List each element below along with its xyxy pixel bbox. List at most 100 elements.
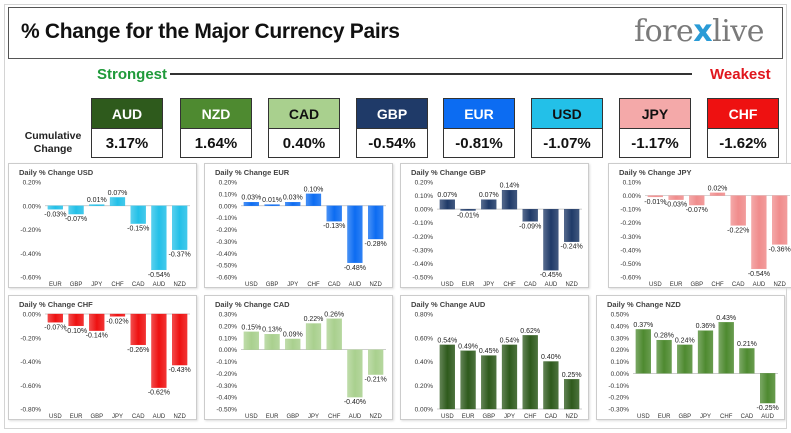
chart-panel-3: Daily % Change JPY 0.10% 0.00% -0.10% -0.20%… xyxy=(608,163,791,288)
y-tick-label: 0.20% xyxy=(415,180,434,187)
cumulative-value: -1.17% xyxy=(631,134,679,152)
cumulative-value: -1.07% xyxy=(543,134,591,152)
y-tick-label: 0.40% xyxy=(611,323,630,330)
x-tick-label: USD xyxy=(441,414,454,420)
bar-chf xyxy=(109,197,126,206)
x-tick-label: GBP xyxy=(266,282,279,288)
x-tick-label: AUD xyxy=(349,414,362,420)
y-tick-label: -0.60% xyxy=(620,275,641,282)
y-tick-label: 0.20% xyxy=(415,383,434,390)
cumulative-currency-label: GBP xyxy=(357,99,427,129)
chart-panel-4: Daily % Change CHF 0.00% -0.20% -0.40% -0.60… xyxy=(8,295,197,420)
bar-usd xyxy=(647,195,663,198)
cumulative-box-cad: CAD 0.40% xyxy=(268,98,340,158)
bar-cad xyxy=(522,208,538,222)
chart-panel-1: Daily % Change EUR 0.20% 0.10% 0.00% -0.10% -… xyxy=(204,163,393,288)
y-tick-label: -0.40% xyxy=(216,251,237,258)
x-tick-label: USD xyxy=(245,282,258,288)
chart-title: Daily % Change CHF xyxy=(19,300,93,309)
data-label: 0.24% xyxy=(675,337,695,344)
chart-title: Daily % Change USD xyxy=(19,168,94,177)
x-tick-label: CHF xyxy=(711,282,724,288)
data-label: 0.01% xyxy=(87,197,107,204)
cumulative-value: 0.40% xyxy=(282,134,326,152)
bar-chf xyxy=(709,192,726,196)
data-label: -0.22% xyxy=(727,227,749,234)
data-label: 0.07% xyxy=(108,190,128,197)
bar-aud xyxy=(151,313,167,388)
data-label: 0.40% xyxy=(541,354,561,361)
bar-aud xyxy=(347,349,363,398)
y-tick-label: -0.20% xyxy=(620,220,641,227)
chart-title: Daily % Change CAD xyxy=(215,300,290,309)
bar-nzd xyxy=(368,349,384,375)
y-tick-label: -0.30% xyxy=(608,407,629,414)
chart-panel-0: Daily % Change USD 0.20% 0.00% -0.20% -0.40%… xyxy=(8,163,197,288)
x-tick-label: NZD xyxy=(369,282,382,288)
y-tick-label: -0.50% xyxy=(412,275,433,282)
data-label: -0.54% xyxy=(148,272,170,279)
chart-title: Daily % Change EUR xyxy=(215,168,290,177)
y-tick-label: -0.20% xyxy=(412,234,433,241)
bar-chf xyxy=(718,322,734,374)
cumulative-box-jpy: JPY -1.17% xyxy=(619,98,691,158)
data-label: -0.48% xyxy=(344,265,366,272)
y-tick-label: 0.60% xyxy=(415,335,434,342)
bar-chart: Daily % Change EUR 0.20% 0.10% 0.00% -0.10% -… xyxy=(215,168,387,288)
bar-chf xyxy=(326,318,342,350)
x-tick-label: GBP xyxy=(286,414,299,420)
data-label: -0.03% xyxy=(665,202,687,209)
bar-chart: Daily % Change USD 0.20% 0.00% -0.20% -0.40%… xyxy=(19,168,191,288)
bar-eur xyxy=(668,195,684,200)
bar-gbp xyxy=(285,338,301,350)
data-label: 0.54% xyxy=(437,337,457,344)
bar-jpy xyxy=(697,330,714,374)
y-tick-label: 0.10% xyxy=(219,191,238,198)
data-label: 0.10% xyxy=(304,186,324,193)
cumulative-box-nzd: NZD 1.64% xyxy=(180,98,252,158)
data-label: -0.07% xyxy=(44,324,66,331)
data-label: 0.09% xyxy=(283,331,303,338)
x-tick-label: USD xyxy=(637,414,650,420)
strength-scale-line xyxy=(170,73,692,75)
bar-usd xyxy=(243,202,259,206)
bar-jpy xyxy=(501,344,518,410)
bar-aud xyxy=(751,195,767,270)
y-tick-label: -0.30% xyxy=(216,383,237,390)
cumulative-value: -0.54% xyxy=(368,134,416,152)
data-label: 0.21% xyxy=(737,341,757,348)
y-tick-label: 0.20% xyxy=(611,347,630,354)
data-label: 0.62% xyxy=(520,328,540,335)
x-tick-label: CAD xyxy=(732,282,745,288)
cumulative-value: -0.81% xyxy=(455,134,503,152)
y-tick-label: 0.00% xyxy=(611,371,630,378)
bar-eur xyxy=(47,205,63,210)
data-label: -0.54% xyxy=(748,271,770,278)
y-tick-label: -0.10% xyxy=(412,220,433,227)
x-tick-label: CAD xyxy=(545,414,558,420)
data-label: -0.09% xyxy=(519,223,541,230)
y-tick-label: -0.30% xyxy=(412,247,433,254)
cumulative-currency-label: AUD xyxy=(92,99,162,129)
bar-jpy xyxy=(305,323,322,350)
data-label: 0.54% xyxy=(500,337,520,344)
y-tick-label: 0.00% xyxy=(219,347,238,354)
x-tick-label: CHF xyxy=(503,282,516,288)
x-tick-label: JPY xyxy=(91,282,102,288)
y-tick-label: 0.00% xyxy=(23,312,42,319)
data-label: -0.26% xyxy=(127,347,149,354)
bar-aud xyxy=(543,208,559,271)
bar-chf xyxy=(501,189,518,210)
cumulative-value: 1.64% xyxy=(194,134,238,152)
bar-cad xyxy=(739,348,755,374)
data-label: -0.15% xyxy=(127,226,149,233)
x-tick-label: AUD xyxy=(153,414,166,420)
logo-text-left: fore xyxy=(633,14,694,49)
bar-nzd xyxy=(772,195,788,245)
x-tick-label: NZD xyxy=(369,414,382,420)
data-label: -0.07% xyxy=(686,207,708,214)
x-tick-label: AUD xyxy=(761,414,774,420)
y-tick-label: -0.30% xyxy=(216,239,237,246)
data-label: 0.45% xyxy=(479,348,499,355)
x-tick-label: EUR xyxy=(670,282,683,288)
